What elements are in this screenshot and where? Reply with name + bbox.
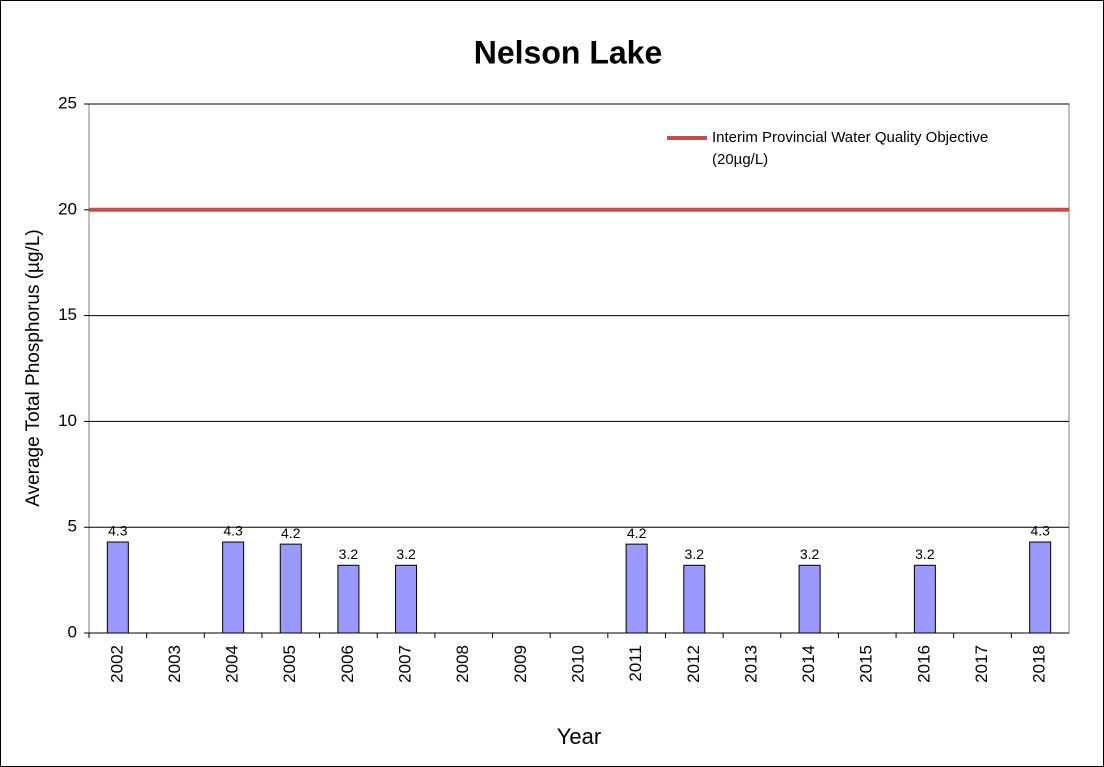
data-label: 3.2 bbox=[915, 546, 935, 562]
data-label: 3.2 bbox=[339, 546, 359, 562]
bar bbox=[683, 564, 706, 634]
y-axis-label: Average Total Phosphorus (µg/L) bbox=[23, 229, 44, 506]
x-tick-label: 2011 bbox=[626, 645, 645, 682]
x-tick-label: 2002 bbox=[107, 645, 126, 683]
data-label: 4.3 bbox=[108, 523, 128, 539]
y-tick-label: 15 bbox=[58, 305, 77, 324]
y-tick-label: 10 bbox=[58, 411, 77, 430]
x-tick-label: 2018 bbox=[1030, 645, 1049, 683]
y-tick-label: 20 bbox=[58, 199, 77, 218]
bar bbox=[913, 564, 936, 634]
x-tick-label: 2009 bbox=[511, 645, 530, 683]
y-tick-label: 25 bbox=[58, 93, 77, 112]
bar bbox=[222, 541, 245, 634]
x-tick-label: 2005 bbox=[280, 645, 299, 683]
y-tick-label: 0 bbox=[68, 622, 77, 641]
data-label: 4.3 bbox=[223, 523, 243, 539]
bar bbox=[1029, 541, 1052, 634]
x-tick-label: 2008 bbox=[453, 645, 472, 683]
bar bbox=[106, 541, 129, 634]
data-label: 3.2 bbox=[685, 546, 705, 562]
bar bbox=[337, 564, 360, 634]
x-tick-label: 2010 bbox=[568, 645, 587, 683]
x-tick-label: 2003 bbox=[165, 645, 184, 683]
x-tick-label: 2013 bbox=[741, 645, 760, 683]
bar bbox=[798, 564, 821, 634]
x-tick-label: 2006 bbox=[338, 645, 357, 683]
x-tick-label: 2015 bbox=[857, 645, 876, 683]
bar bbox=[395, 564, 418, 634]
data-label: 4.2 bbox=[281, 525, 301, 541]
x-tick-label: 2017 bbox=[972, 645, 991, 683]
chart-title: Nelson Lake bbox=[474, 34, 663, 70]
x-tick-label: 2004 bbox=[223, 645, 242, 683]
x-axis-label: Year bbox=[557, 724, 601, 749]
data-label: 3.2 bbox=[396, 546, 416, 562]
y-tick-label: 5 bbox=[68, 517, 77, 536]
x-tick-label: 2016 bbox=[914, 645, 933, 683]
legend-label: Interim Provincial Water Quality Objecti… bbox=[712, 129, 989, 168]
data-label: 3.2 bbox=[800, 546, 820, 562]
data-label: 4.3 bbox=[1030, 523, 1050, 539]
data-label: 4.2 bbox=[627, 525, 647, 541]
bar bbox=[279, 543, 302, 634]
x-tick-label: 2007 bbox=[396, 645, 415, 683]
x-tick-label: 2014 bbox=[799, 645, 818, 683]
bar bbox=[625, 543, 648, 634]
x-tick-label: 2012 bbox=[684, 645, 703, 683]
